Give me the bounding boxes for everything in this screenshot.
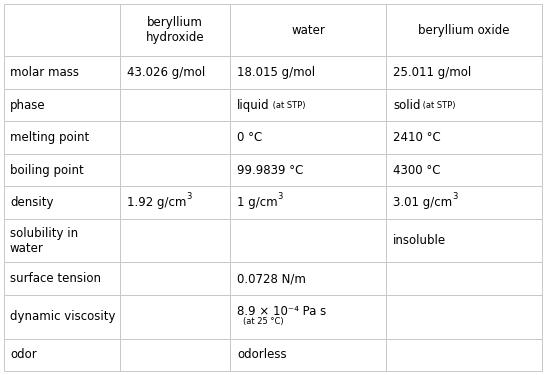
Text: phase: phase [10,99,46,112]
Text: surface tension: surface tension [10,272,101,285]
Text: density: density [10,196,54,209]
Bar [4,295,120,339]
Text: dynamic viscosity: dynamic viscosity [10,310,116,323]
Text: beryllium
hydroxide: beryllium hydroxide [145,16,204,44]
Bar [386,154,542,186]
Bar [230,262,386,295]
Bar [230,89,386,122]
Bar [230,4,386,56]
Bar [4,4,120,56]
Bar [120,339,230,371]
Bar [386,186,542,219]
Text: odorless: odorless [237,348,287,361]
Bar [4,122,120,154]
Text: liquid: liquid [237,99,270,112]
Text: 3: 3 [452,192,458,201]
Text: 4300 °C: 4300 °C [393,164,441,177]
Text: 18.015 g/mol: 18.015 g/mol [237,66,315,79]
Text: 3: 3 [277,192,283,201]
Text: 0.0728 N/m: 0.0728 N/m [237,272,306,285]
Bar [4,339,120,371]
Text: 0 °C: 0 °C [237,131,262,144]
Text: odor: odor [10,348,37,361]
Bar [4,56,120,89]
Bar [386,4,542,56]
Bar [4,262,120,295]
Bar [386,219,542,262]
Text: insoluble: insoluble [393,234,446,247]
Bar [230,339,386,371]
Text: (at 25 °C): (at 25 °C) [243,318,283,327]
Bar [230,186,386,219]
Bar [386,339,542,371]
Bar [230,154,386,186]
Bar [120,262,230,295]
Bar [4,154,120,186]
Text: 1.92 g/cm: 1.92 g/cm [127,196,186,209]
Text: molar mass: molar mass [10,66,79,79]
Bar [120,295,230,339]
Bar [4,89,120,122]
Text: 3.01 g/cm: 3.01 g/cm [393,196,452,209]
Bar [120,219,230,262]
Bar [4,219,120,262]
Bar [386,56,542,89]
Text: 3: 3 [186,192,192,201]
Text: solid: solid [393,99,420,112]
Text: solubility in
water: solubility in water [10,226,78,255]
Bar [120,186,230,219]
Text: beryllium oxide: beryllium oxide [418,24,510,37]
Bar [120,122,230,154]
Bar [120,56,230,89]
Text: water: water [291,24,325,37]
Bar [4,186,120,219]
Bar [120,4,230,56]
Bar [120,154,230,186]
Bar [386,89,542,122]
Text: 2410 °C: 2410 °C [393,131,441,144]
Text: (at STP): (at STP) [270,100,305,109]
Text: (at STP): (at STP) [420,100,456,109]
Text: boiling point: boiling point [10,164,84,177]
Bar [386,262,542,295]
Text: 99.9839 °C: 99.9839 °C [237,164,304,177]
Bar [386,295,542,339]
Text: 43.026 g/mol: 43.026 g/mol [127,66,205,79]
Text: 8.9 × 10⁻⁴ Pa s: 8.9 × 10⁻⁴ Pa s [237,305,326,318]
Bar [230,56,386,89]
Bar [230,295,386,339]
Bar [386,122,542,154]
Text: 25.011 g/mol: 25.011 g/mol [393,66,471,79]
Bar [230,122,386,154]
Bar [230,219,386,262]
Text: melting point: melting point [10,131,89,144]
Text: 1 g/cm: 1 g/cm [237,196,277,209]
Bar [120,89,230,122]
